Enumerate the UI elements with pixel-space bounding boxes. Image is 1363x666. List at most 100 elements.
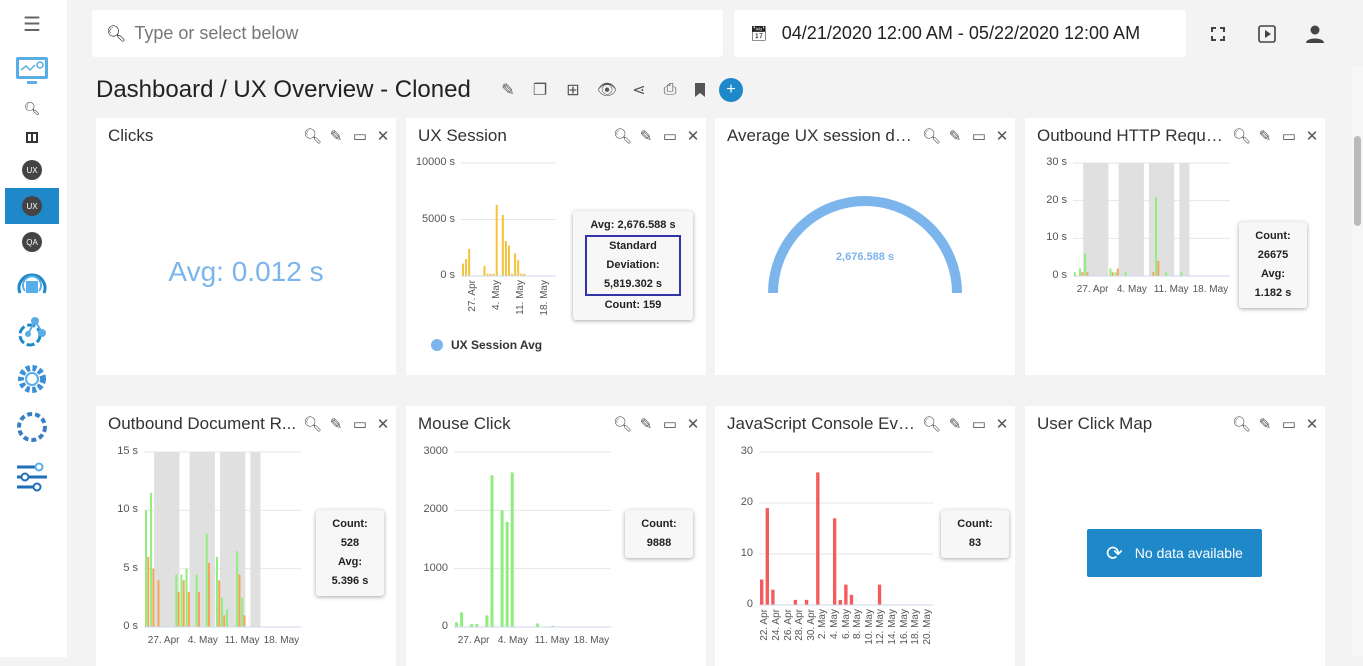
bar: [490, 475, 494, 627]
maximize-icon[interactable]: ▭: [662, 128, 678, 145]
bar: [520, 273, 523, 276]
zoom-in-icon[interactable]: 🔍︎: [303, 416, 323, 433]
stats-tooltip: Count: 26675 Avg: 1.182 s: [1239, 222, 1307, 308]
x-tick-label: 10. May: [863, 609, 875, 645]
edit-icon[interactable]: ✎: [329, 416, 343, 433]
user-icon[interactable]: [1305, 24, 1325, 44]
edit-icon[interactable]: ✎: [948, 416, 962, 433]
inactive-band: [219, 452, 246, 627]
play-icon[interactable]: [1257, 24, 1277, 44]
bar: [197, 592, 200, 627]
edit-icon[interactable]: ✎: [948, 128, 962, 145]
bar: [1165, 272, 1168, 276]
bar: [486, 273, 489, 276]
zoom-in-icon[interactable]: 🔍︎: [303, 128, 323, 145]
maximize-icon[interactable]: ▭: [662, 416, 678, 433]
share-icon[interactable]: ⋖: [632, 82, 646, 99]
x-tick-label: 30. Apr: [805, 609, 817, 641]
loading-circle-icon[interactable]: [5, 410, 59, 444]
search-bar[interactable]: 🔍︎: [92, 10, 723, 57]
grid-icon[interactable]: ⊞: [566, 82, 580, 99]
maximize-icon[interactable]: ▭: [971, 416, 987, 433]
database-icon[interactable]: [5, 266, 59, 300]
maximize-icon[interactable]: ▭: [1281, 416, 1297, 433]
tooltip-line: 528: [340, 537, 360, 549]
bar: [177, 592, 180, 627]
legend-item[interactable]: UX Session Avg: [431, 338, 542, 352]
zoom-in-icon[interactable]: 🔍︎: [922, 128, 942, 145]
bar: [175, 574, 178, 627]
close-icon[interactable]: ✕: [995, 128, 1009, 145]
edit-icon[interactable]: ✎: [1258, 416, 1272, 433]
date-range-picker[interactable]: 📅︎ 04/21/2020 12:00 AM - 05/22/2020 12:00…: [734, 10, 1186, 57]
close-icon[interactable]: ✕: [376, 128, 390, 145]
edit-icon[interactable]: ✎: [1258, 128, 1272, 145]
zoom-in-icon[interactable]: 🔍︎: [1232, 416, 1252, 433]
x-tick-label: 11. May: [1153, 284, 1189, 295]
sidebar-item-qa[interactable]: QA: [5, 230, 59, 254]
edit-icon[interactable]: ✎: [639, 128, 653, 145]
scrollbar-thumb[interactable]: [1354, 136, 1361, 226]
y-tick-label: 5 s: [123, 561, 138, 574]
avg-value: Avg: 0.012 s: [168, 256, 324, 287]
dashboard-monitor-icon[interactable]: [5, 56, 59, 86]
maximize-icon[interactable]: ▭: [1281, 128, 1297, 145]
bar: [218, 580, 221, 627]
close-icon[interactable]: ✕: [376, 416, 390, 433]
menu-icon[interactable]: ☰: [23, 13, 41, 36]
widget-panel: User Click Map 🔍︎ ✎ ▭ ✕ ⟳ No data available: [1025, 406, 1325, 666]
maximize-icon[interactable]: ▭: [352, 128, 368, 145]
search-input[interactable]: [134, 23, 695, 44]
zoom-in-icon[interactable]: 🔍︎: [613, 128, 633, 145]
bar: [1111, 272, 1114, 276]
bar: [771, 589, 775, 605]
maximize-icon[interactable]: ▭: [352, 416, 368, 433]
settings-sliders-icon[interactable]: [5, 460, 59, 494]
no-data-button[interactable]: ⟳ No data available: [1087, 529, 1262, 577]
topology-icon[interactable]: [5, 314, 59, 348]
x-tick-label: 8. May: [852, 609, 864, 640]
eye-icon[interactable]: 👁︎: [596, 82, 618, 99]
y-tick-label: 0 s: [123, 620, 138, 632]
tooltip-line: Avg: 2,676.588 s: [590, 219, 676, 231]
close-icon[interactable]: ✕: [686, 416, 700, 433]
bar: [215, 557, 218, 627]
fullscreen-icon[interactable]: [1208, 24, 1228, 44]
maximize-icon[interactable]: ▭: [971, 128, 987, 145]
zoom-in-icon[interactable]: 🔍︎: [1232, 128, 1252, 145]
bar: [1079, 268, 1082, 276]
edit-icon[interactable]: ✎: [501, 82, 515, 99]
date-range-text: 04/21/2020 12:00 AM - 05/22/2020 12:00 A…: [781, 23, 1141, 43]
edit-icon[interactable]: ✎: [329, 128, 343, 145]
widget-title: Average UX session du...: [727, 126, 917, 145]
close-icon[interactable]: ✕: [995, 416, 1009, 433]
scrollbar[interactable]: [1352, 66, 1363, 657]
bar: [195, 574, 198, 627]
inactive-band: [1179, 163, 1190, 276]
add-widget-button[interactable]: +: [719, 78, 743, 102]
sidebar-item-ux[interactable]: UX: [5, 158, 59, 182]
x-tick-label: 24. Apr: [770, 609, 782, 641]
print-icon[interactable]: ⎙: [663, 81, 677, 98]
bar: [152, 568, 155, 627]
close-icon[interactable]: ✕: [1305, 416, 1319, 433]
tooltip-line: Count: 159: [604, 299, 662, 311]
columns-icon[interactable]: [5, 128, 59, 146]
gear-icon[interactable]: [5, 362, 59, 396]
edit-icon[interactable]: ✎: [639, 416, 653, 433]
widget-title: User Click Map: [1037, 414, 1153, 433]
x-tick-label: 11. May: [224, 635, 260, 646]
x-tick-label: 18. May: [573, 635, 610, 646]
bar: [760, 579, 764, 605]
bar: [816, 472, 820, 605]
close-icon[interactable]: ✕: [686, 128, 700, 145]
clone-icon[interactable]: ❐: [532, 82, 548, 99]
y-tick-label: 10 s: [1046, 231, 1067, 244]
bookmark-icon[interactable]: [690, 80, 710, 100]
close-icon[interactable]: ✕: [1305, 128, 1319, 145]
search-icon[interactable]: 🔍︎: [23, 101, 41, 116]
x-tick-label: 4. May: [187, 635, 218, 646]
zoom-in-icon[interactable]: 🔍︎: [922, 416, 942, 433]
zoom-in-icon[interactable]: 🔍︎: [613, 416, 633, 433]
sidebar-item-ux-active[interactable]: UX: [5, 188, 59, 224]
